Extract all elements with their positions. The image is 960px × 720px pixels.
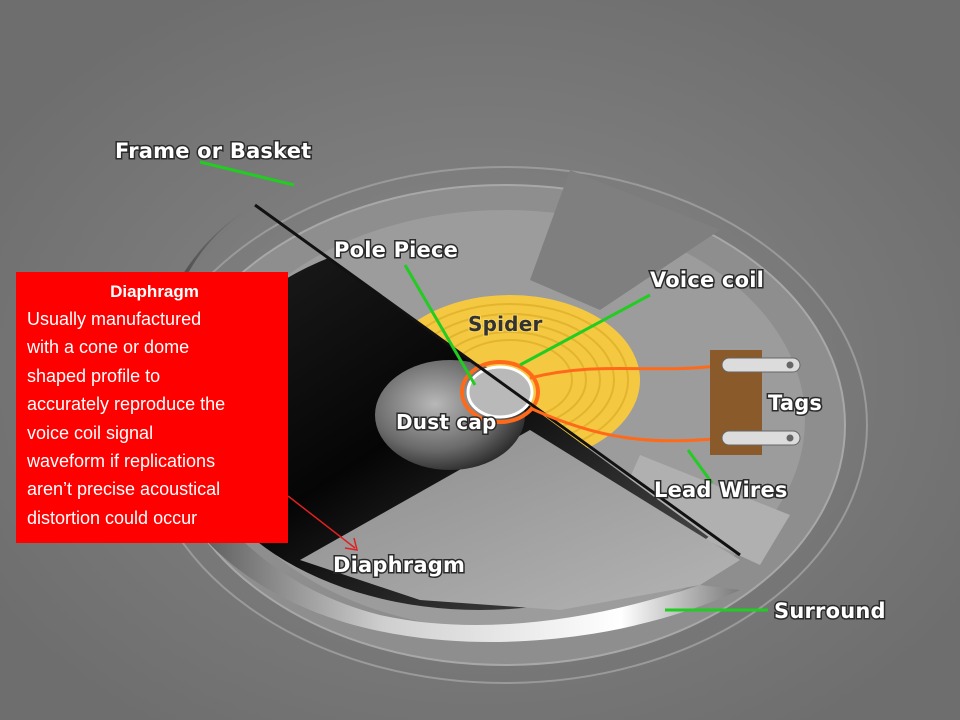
label-voice-coil: Voice coil <box>650 268 764 292</box>
label-tags: Tags <box>768 391 822 415</box>
callout-line: aren’t precise acoustical <box>27 479 221 500</box>
diaphragm-callout: Diaphragm Usually manufactured with a co… <box>16 272 288 543</box>
leader-lead-wires <box>686 449 714 484</box>
tag-top-hole <box>786 361 794 369</box>
callout-title: Diaphragm <box>110 282 199 301</box>
leader-voice-coil <box>519 293 651 367</box>
leader-pole-piece <box>403 264 477 386</box>
callout-arrow <box>287 495 356 549</box>
label-diaphragm: Diaphragm <box>333 553 465 577</box>
callout-line: distortion could occur <box>27 507 198 528</box>
leader-frame <box>199 160 295 187</box>
lead-wire-top <box>529 363 726 380</box>
tag-bottom-hole <box>786 434 794 442</box>
label-frame: Frame or Basket <box>115 139 311 163</box>
callout-line: waveform if replications <box>27 451 216 472</box>
pole-piece <box>466 365 534 419</box>
tag-bottom <box>721 430 801 446</box>
callout-line: accurately reproduce the <box>27 394 226 415</box>
cone-light <box>300 430 740 610</box>
callout-line: with a cone or dome <box>27 337 190 358</box>
label-pole-piece: Pole Piece <box>334 238 458 262</box>
callout-line: Usually manufactured <box>27 309 202 329</box>
surround-band <box>146 205 741 643</box>
cutaway-edge <box>254 203 741 557</box>
label-dust-cap: Dust cap <box>396 410 497 434</box>
voice-coil <box>460 360 540 424</box>
callout-arrowhead <box>344 537 359 551</box>
callout-line: voice coil signal <box>27 422 154 443</box>
basket-window-right <box>620 455 790 565</box>
label-spider: Spider <box>468 312 543 336</box>
label-surround: Surround <box>774 599 886 623</box>
lead-wire-bottom <box>529 406 726 443</box>
basket-window-top <box>530 170 720 310</box>
tag-top <box>721 357 801 373</box>
label-lead-wires: Lead Wires <box>654 478 788 502</box>
callout-line: shaped profile to <box>27 365 161 386</box>
